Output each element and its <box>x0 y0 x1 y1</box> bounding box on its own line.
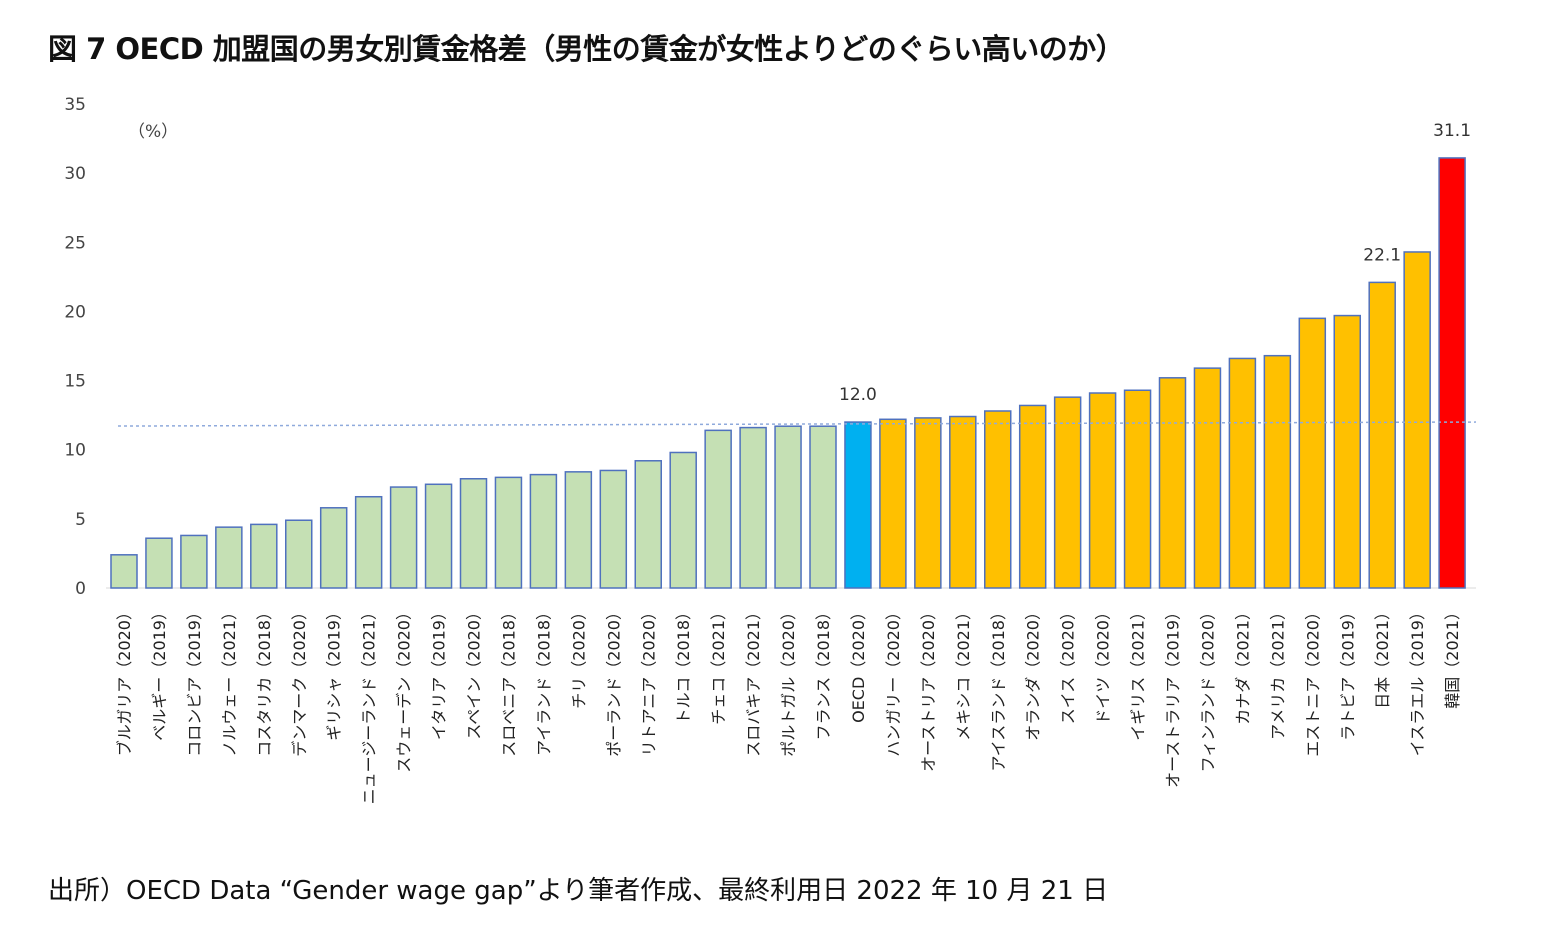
x-tick-label: ブルガリア（2020） <box>115 604 134 756</box>
source-note: 出所）OECD Data “Gender wage gap”より筆者作成、最終利… <box>48 876 1109 906</box>
x-tick-label: ギリシャ（2019） <box>325 604 344 741</box>
x-tick-label: ニュージーランド（2021） <box>360 604 379 804</box>
bar <box>1368 281 1396 589</box>
bar <box>844 421 872 589</box>
bar <box>1228 357 1257 589</box>
bar <box>145 537 173 589</box>
x-tick-label: デンマーク（2020） <box>290 604 309 757</box>
bar <box>1158 377 1187 589</box>
bar <box>1438 157 1466 589</box>
x-tick-label: スロバキア（2021） <box>744 604 763 757</box>
x-tick-label: オーストリア（2020） <box>919 604 938 772</box>
data-label: 31.1 <box>1433 121 1471 141</box>
bar <box>459 478 488 589</box>
x-tick-label: アイランド（2018） <box>534 604 553 756</box>
oecd-average-line <box>117 421 1477 427</box>
bar <box>704 429 732 589</box>
x-tick-label: ノルウェー（2021） <box>220 604 239 757</box>
bar <box>1053 396 1082 589</box>
x-tick-label: リトアニア（2020） <box>639 604 658 756</box>
x-tick-label: イギリス（2021） <box>1129 604 1148 741</box>
y-tick-label: 15 <box>64 372 86 392</box>
bar <box>809 425 837 589</box>
bar <box>389 486 418 589</box>
data-label: 22.1 <box>1363 245 1401 265</box>
bar <box>1088 392 1117 589</box>
bar <box>250 523 278 589</box>
bar <box>285 519 313 589</box>
x-tick-label: ラトビア（2019） <box>1338 604 1357 741</box>
y-axis-label: （%） <box>128 122 178 142</box>
x-tick-label: メキシコ（2021） <box>954 604 973 741</box>
x-tick-label: ハンガリー（2020） <box>884 604 903 757</box>
x-tick-label: 韓国（2021） <box>1443 604 1462 709</box>
bar <box>215 526 243 589</box>
bar <box>1298 317 1327 589</box>
x-tick-label: カナダ（2021） <box>1233 604 1252 725</box>
x-tick-label: イタリア（2019） <box>430 604 449 740</box>
x-tick-label: オランダ（2020） <box>1024 604 1043 741</box>
x-tick-label: コロンビア（2019） <box>185 604 204 757</box>
x-tick-label: フランス（2018） <box>814 604 833 740</box>
bar <box>564 471 593 589</box>
bar <box>774 425 802 589</box>
bar <box>1263 354 1292 589</box>
x-tick-label: ポーランド（2020） <box>604 604 623 757</box>
x-tick-label: アメリカ（2021） <box>1268 604 1287 740</box>
bar <box>529 473 558 589</box>
y-tick-label: 20 <box>64 302 86 322</box>
x-tick-label: OECD（2020） <box>849 604 868 723</box>
bar <box>494 476 523 589</box>
x-tick-label: スイス（2020） <box>1059 604 1078 724</box>
y-tick-label: 25 <box>64 233 86 253</box>
bar <box>424 483 453 589</box>
y-tick-label: 35 <box>64 95 86 115</box>
y-tick-label: 30 <box>64 164 86 184</box>
bar <box>319 507 348 589</box>
data-label: 12.0 <box>839 385 877 405</box>
x-tick-label: チェコ（2021） <box>709 604 728 725</box>
x-tick-label: ベルギー（2019） <box>150 604 169 741</box>
x-tick-label: オーストラリア（2019） <box>1164 604 1183 788</box>
bar <box>739 426 767 589</box>
x-tick-label: 日本（2021） <box>1373 604 1392 709</box>
bar <box>354 495 383 589</box>
bar <box>1018 404 1047 589</box>
bar <box>634 460 662 589</box>
bar <box>984 410 1012 589</box>
bar-chart: 0 5 10 15 20 25 30 35 （%） ブルガリア（2020） ベルギー（2019）… <box>64 95 1477 804</box>
y-tick-label: 10 <box>64 441 86 461</box>
x-tick-label: チリ（2020） <box>569 604 588 709</box>
bar <box>599 469 628 589</box>
x-tick-label: ドイツ（2020） <box>1094 604 1113 725</box>
x-tick-label: コスタリカ（2018） <box>255 604 274 757</box>
y-tick-label: 0 <box>75 579 86 599</box>
x-tick-label: スペイン（2020） <box>465 604 484 740</box>
x-tick-label: フィンランド（2020） <box>1198 604 1217 772</box>
data-labels: 12.0 22.1 31.1 <box>839 121 1471 405</box>
bar <box>914 417 942 589</box>
bar <box>1403 251 1431 589</box>
x-tick-label: アイスランド（2018） <box>989 604 1008 771</box>
bar <box>1333 314 1361 589</box>
bar <box>110 554 138 589</box>
bar <box>1123 389 1152 589</box>
x-tick-label: トルコ（2018） <box>674 604 693 724</box>
bar <box>949 415 977 589</box>
x-tick-label: イスラエル（2019） <box>1408 604 1427 756</box>
bar <box>879 418 907 589</box>
y-tick-label: 5 <box>75 510 86 530</box>
x-tick-label: スウェーデン（2020） <box>395 604 414 773</box>
chart-title: 図 7 OECD 加盟国の男女別賃金格差（男性の賃金が女性よりどのぐらい高いのか… <box>48 32 1125 66</box>
bar <box>669 451 697 589</box>
x-axis: ブルガリア（2020） ベルギー（2019） コロンビア（2019） ノルウェー（20… <box>115 604 1462 804</box>
bar <box>180 534 208 589</box>
x-tick-label: エストニア（2020） <box>1303 604 1322 757</box>
bar <box>1193 367 1222 589</box>
bars <box>110 157 1477 589</box>
x-tick-label: ポルトガル（2020） <box>779 604 798 757</box>
x-tick-label: スロベニア（2018） <box>499 604 518 757</box>
